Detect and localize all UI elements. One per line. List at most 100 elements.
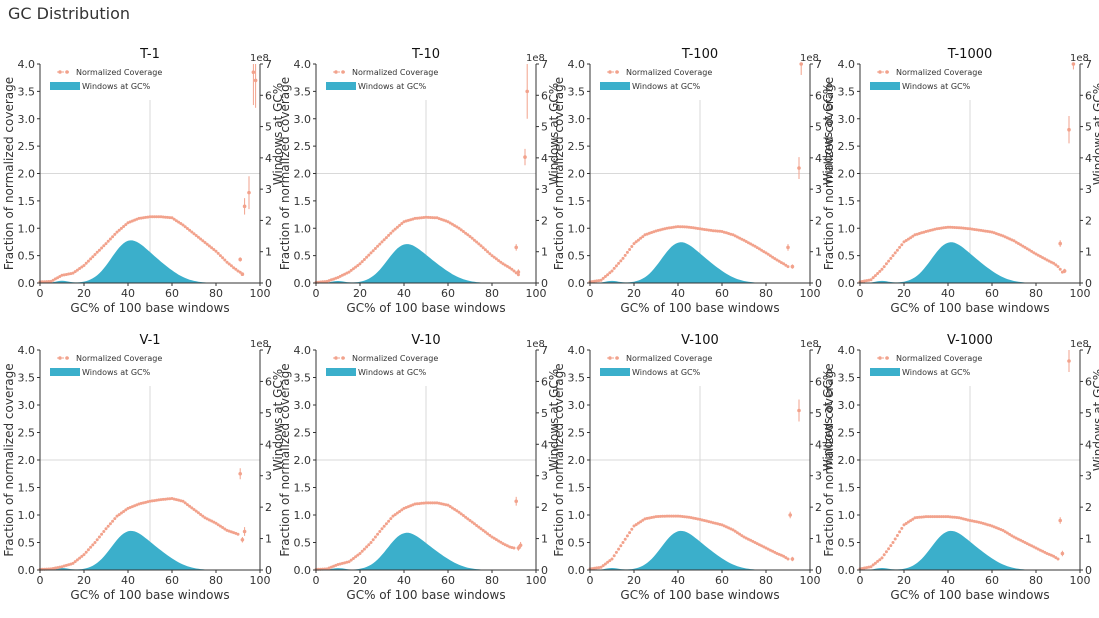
coverage-outlier-point xyxy=(1071,62,1076,66)
coverage-point xyxy=(683,225,687,229)
coverage-point xyxy=(466,517,470,521)
coverage-point xyxy=(909,236,913,240)
x-tick-label: 20 xyxy=(77,287,91,300)
coverage-outlier-point xyxy=(1060,551,1065,556)
panel-title: T-10 xyxy=(411,47,440,62)
coverage-point xyxy=(192,508,196,511)
coverage-point xyxy=(349,558,353,562)
y-right-tick-label: 3 xyxy=(1085,470,1092,483)
coverage-point xyxy=(685,515,689,519)
coverage-point xyxy=(636,238,640,242)
right-axis-multiplier: 1e8 xyxy=(526,339,545,350)
x-tick-label: 100 xyxy=(250,287,271,300)
y-right-tick-label: 0 xyxy=(1085,277,1092,290)
coverage-point xyxy=(953,226,957,229)
coverage-point xyxy=(95,250,99,254)
coverage-point xyxy=(207,244,211,248)
coverage-point xyxy=(203,241,207,244)
coverage-point xyxy=(603,275,607,278)
coverage-point xyxy=(906,520,910,524)
coverage-point xyxy=(477,242,481,246)
coverage-point xyxy=(431,216,435,220)
y-left-tick-label: 3.0 xyxy=(294,113,312,126)
y-right-tick-label: 0 xyxy=(815,277,822,290)
coverage-outlier-point xyxy=(516,270,521,274)
x-axis-label: GC% of 100 base windows xyxy=(890,301,1049,315)
coverage-point xyxy=(100,532,104,536)
coverage-point xyxy=(948,225,952,229)
coverage-point xyxy=(236,269,240,273)
coverage-point xyxy=(753,244,757,248)
y-left-tick-label: 0.5 xyxy=(18,537,36,550)
coverage-point xyxy=(216,251,220,255)
y-right-tick-label: 3 xyxy=(815,470,822,483)
coverage-point xyxy=(630,527,634,531)
coverage-point xyxy=(351,267,355,271)
coverage-point xyxy=(597,279,601,283)
coverage-point xyxy=(1038,254,1042,258)
y-left-tick-label: 1.0 xyxy=(838,222,856,235)
y-left-tick-label: 3.0 xyxy=(838,113,856,126)
legend: Normalized Coverage Windows at GC% xyxy=(326,354,438,377)
coverage-point xyxy=(380,240,384,244)
coverage-point xyxy=(150,215,154,219)
coverage-point xyxy=(775,258,779,262)
coverage-point xyxy=(1014,240,1018,244)
coverage-point xyxy=(869,278,873,282)
coverage-point xyxy=(891,254,895,258)
coverage-point xyxy=(924,515,928,519)
coverage-point xyxy=(221,256,225,260)
coverage-point xyxy=(628,248,632,251)
coverage-point xyxy=(944,226,948,229)
y-right-tick-label: 3 xyxy=(541,183,548,196)
coverage-point xyxy=(946,225,950,229)
coverage-point xyxy=(707,228,711,232)
x-tick-label: 0 xyxy=(587,287,594,300)
coverage-point xyxy=(459,228,463,232)
coverage-point xyxy=(117,513,121,517)
coverage-point xyxy=(122,510,126,513)
coverage-point xyxy=(676,514,680,518)
y-left-axis-label: Fraction of normalized coverage xyxy=(552,77,566,270)
coverage-point xyxy=(201,514,205,518)
y-left-tick-label: 4.0 xyxy=(838,58,856,71)
coverage-outlier-point xyxy=(251,70,256,75)
y-left-tick-label: 0.5 xyxy=(294,250,312,263)
right-axis-multiplier: 1e8 xyxy=(1070,53,1089,64)
coverage-point xyxy=(773,257,777,261)
coverage-point xyxy=(880,556,884,560)
coverage-point xyxy=(152,215,156,219)
coverage-point xyxy=(641,518,645,522)
coverage-point xyxy=(400,222,404,225)
legend-coverage-label: Normalized Coverage xyxy=(626,354,712,363)
coverage-point xyxy=(503,263,507,267)
coverage-point xyxy=(49,279,53,283)
y-left-tick-label: 2.5 xyxy=(568,140,586,153)
coverage-point xyxy=(1010,534,1014,538)
coverage-point xyxy=(931,515,935,519)
x-tick-label: 60 xyxy=(715,287,729,300)
coverage-point xyxy=(424,501,428,505)
x-tick-label: 40 xyxy=(121,574,135,587)
coverage-point xyxy=(959,226,963,230)
coverage-point xyxy=(115,230,119,234)
coverage-point xyxy=(889,256,893,260)
coverage-point xyxy=(676,225,680,229)
coverage-point xyxy=(983,229,987,233)
coverage-point xyxy=(347,270,351,274)
legend-coverage-dot xyxy=(341,356,345,360)
coverage-point xyxy=(227,262,231,266)
legend-windows-swatch xyxy=(50,82,80,90)
coverage-point xyxy=(922,515,926,519)
y-left-tick-label: 3.5 xyxy=(18,372,36,385)
coverage-point xyxy=(223,527,227,531)
coverage-point xyxy=(599,278,603,282)
coverage-point xyxy=(453,507,457,511)
legend-windows-label: Windows at GC% xyxy=(358,82,427,91)
coverage-point xyxy=(192,232,196,236)
y-right-tick-label: 5 xyxy=(1085,121,1092,134)
coverage-point xyxy=(73,560,77,564)
coverage-point xyxy=(216,523,220,527)
coverage-point xyxy=(942,515,946,519)
y-right-tick-label: 5 xyxy=(265,407,272,420)
